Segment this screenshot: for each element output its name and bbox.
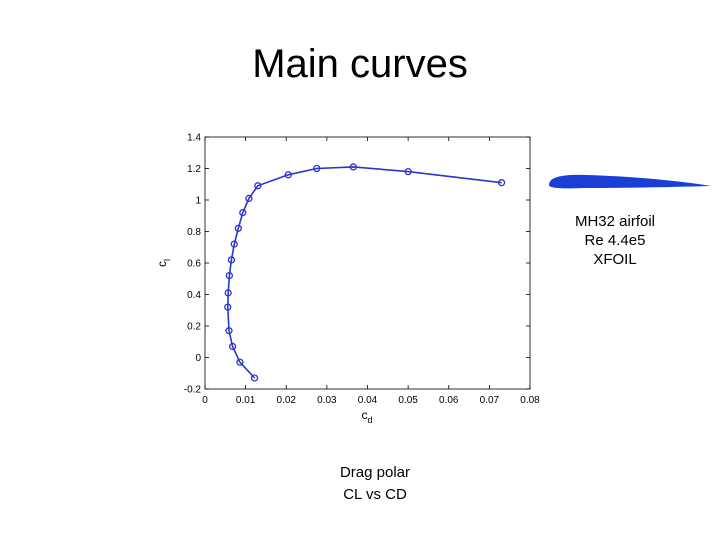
data-point [404, 168, 412, 176]
x-axis-ticks: 0 0.01 0.02 0.03 0.04 0.05 0.06 0.07 0.08 [202, 137, 540, 406]
y-tick-label: -0.2 [184, 385, 202, 396]
airfoil-profile [549, 174, 711, 189]
data-point [313, 164, 321, 173]
x-tick-label: 0.06 [439, 395, 459, 406]
data-point [225, 271, 234, 280]
airfoil-caption-line: MH32 airfoil [574, 213, 656, 230]
data-point [349, 163, 357, 171]
y-tick-label: 1.4 [187, 133, 201, 144]
x-tick-label: 0.07 [480, 395, 500, 406]
x-tick-label: 0.05 [398, 395, 418, 406]
y-axis-label: cl [155, 259, 172, 267]
series-layer [224, 163, 506, 382]
data-point [228, 342, 237, 351]
chart-caption-line: Drag polar [339, 464, 411, 481]
y-tick-label: 1.2 [187, 164, 201, 175]
data-point [227, 256, 236, 264]
y-axis-label-subscript: l [162, 259, 172, 261]
y-tick-label: 0.8 [187, 227, 201, 238]
y-tick-label: 0.6 [187, 259, 201, 270]
x-axis-label: cd [361, 408, 372, 425]
series-line [226, 166, 502, 379]
y-tick-label: 0.4 [187, 290, 201, 301]
drag-polar-chart: 0 0.01 0.02 0.03 0.04 0.05 0.06 0.07 0.08 -0.200… [155, 133, 540, 426]
data-point [254, 182, 262, 190]
data-point [224, 289, 232, 297]
x-tick-label: 0 [202, 395, 208, 406]
y-axis-ticks: -0.2 0 0.2 0.4 0.6 0.8 1 1.2 1.4 [184, 133, 530, 396]
data-point [224, 303, 232, 311]
data-point [236, 358, 244, 366]
data-point [284, 171, 292, 179]
chart-caption-line: CL vs CD [343, 486, 407, 503]
data-point [497, 179, 506, 187]
airfoil-caption-line: XFOIL [593, 251, 637, 268]
airfoil-caption: MH32 airfoil Re 4.4e5 XFOIL [560, 212, 670, 269]
x-tick-label: 0.04 [358, 395, 378, 406]
chart-caption: Drag polar CL vs CD [300, 462, 450, 506]
data-point [239, 208, 247, 217]
y-tick-label: 1 [195, 196, 201, 207]
x-tick-label: 0.02 [277, 395, 297, 406]
x-tick-label: 0.08 [520, 395, 540, 406]
data-point [250, 374, 259, 382]
data-point [230, 240, 238, 248]
airfoil-caption-line: Re 4.4e5 [584, 232, 646, 249]
slide-title: Main curves [252, 42, 468, 86]
plot-frame [204, 136, 531, 390]
x-tick-label: 0.01 [236, 395, 256, 406]
data-point [245, 194, 253, 203]
y-tick-label: 0 [195, 353, 201, 364]
x-axis-label-subscript: d [367, 415, 372, 425]
airfoil-shape [549, 174, 711, 189]
data-point [234, 224, 242, 232]
data-point [225, 327, 233, 335]
y-tick-label: 0.2 [187, 322, 201, 333]
x-tick-label: 0.03 [317, 395, 337, 406]
